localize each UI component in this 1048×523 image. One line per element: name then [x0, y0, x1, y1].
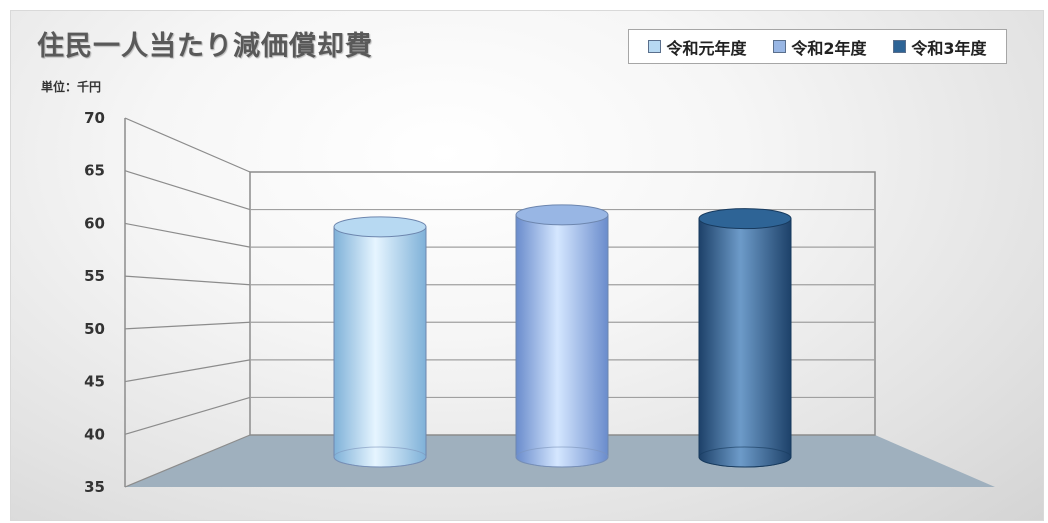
gridline-side: [124, 321, 251, 330]
chart-title: 住民一人当たり減価償却費: [37, 31, 373, 62]
legend-item-r3: 令和3年度: [893, 35, 987, 59]
bar-base: [333, 446, 427, 468]
unit-label: 単位：千円: [41, 80, 102, 94]
bar-top: [698, 208, 792, 230]
y-tick-label: 40: [84, 425, 105, 443]
bar-base: [515, 446, 609, 468]
legend-label-r1: 令和元年度: [666, 38, 747, 58]
gridline-side: [124, 117, 251, 173]
bar-base: [698, 446, 792, 468]
legend-label-r3: 令和3年度: [911, 38, 987, 58]
legend-label-r2: 令和2年度: [791, 38, 867, 58]
legend-swatch-r1: [648, 40, 662, 53]
bar-top: [515, 204, 609, 226]
gridline-side: [124, 396, 251, 435]
bar-body: [333, 226, 427, 468]
gridline-side: [124, 275, 251, 286]
gridline-side: [124, 434, 251, 488]
y-tick-label: 45: [84, 373, 105, 391]
bar-cylinder: [333, 216, 427, 468]
legend-item-r2: 令和2年度: [773, 35, 866, 59]
bar-top: [333, 216, 427, 238]
bar-body: [698, 218, 792, 468]
y-tick-label: 55: [84, 267, 105, 285]
gridline-side: [124, 170, 251, 211]
y-tick-label: 60: [84, 214, 105, 232]
gridline-side: [124, 359, 251, 383]
legend-swatch-r3: [893, 40, 907, 53]
y-tick-label: 35: [84, 478, 105, 496]
bar-cylinder: [698, 208, 792, 468]
bar-cylinder: [515, 204, 609, 468]
y-tick-label: 65: [84, 162, 105, 180]
y-tick-label: 50: [84, 320, 105, 338]
chart-legend: 令和元年度 令和2年度 令和3年度: [628, 29, 1007, 64]
y-tick-label: 70: [84, 109, 105, 127]
gridline-side: [124, 222, 251, 248]
legend-item-r1: 令和元年度: [648, 35, 746, 59]
bar-body: [515, 214, 609, 468]
legend-swatch-r2: [773, 40, 787, 53]
